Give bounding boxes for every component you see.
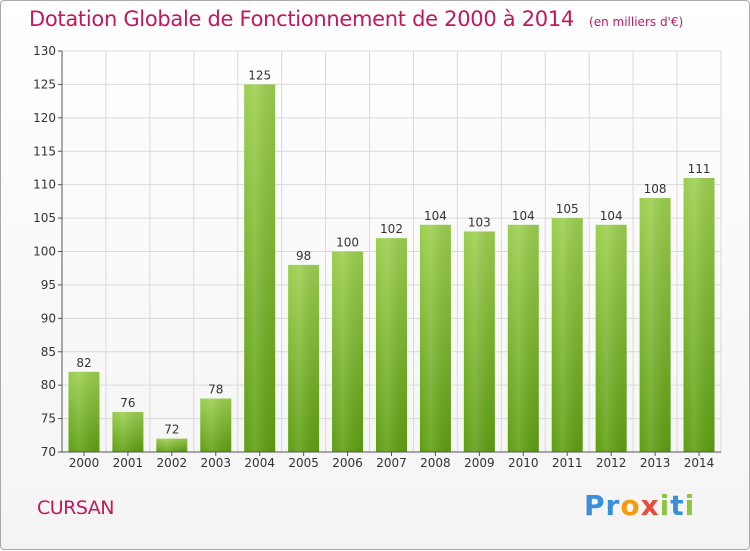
bar-sheen — [595, 224, 627, 452]
x-tick-label: 2010 — [508, 456, 539, 470]
bar-value-label: 76 — [120, 396, 135, 410]
proxiti-logo-letter: i — [684, 489, 696, 522]
bar-sheen — [332, 251, 364, 452]
y-tick-label: 105 — [33, 211, 56, 225]
x-tick-label: 2007 — [376, 456, 407, 470]
bar-value-label: 72 — [164, 423, 179, 437]
x-tick-label: 2002 — [157, 456, 188, 470]
bar-sheen — [244, 84, 276, 453]
bar-sheen — [419, 224, 451, 452]
y-tick-label: 115 — [33, 144, 56, 158]
label-layer: 82 76 72 78 125 98 100 102 104 103 104 105 104 108 111 — [76, 68, 710, 436]
bar-value-label: 100 — [336, 236, 359, 250]
x-tick-label: 2012 — [596, 456, 627, 470]
bar-value-label: 78 — [208, 383, 223, 397]
y-tick-label: 120 — [33, 111, 56, 125]
y-tick-label: 100 — [33, 245, 56, 259]
y-tick-label: 130 — [33, 44, 56, 58]
bar-value-label: 82 — [76, 356, 91, 370]
y-tick-label: 90 — [41, 311, 56, 325]
x-tick-label: 2004 — [244, 456, 275, 470]
proxiti-logo: Proxiti — [584, 489, 695, 522]
bar-value-label: 102 — [380, 222, 403, 236]
bar-sheen — [156, 438, 188, 452]
proxiti-logo-letter: t — [670, 489, 685, 522]
chart-unit: (en milliers d'€) — [589, 15, 684, 29]
commune-name: CURSAN — [37, 497, 115, 519]
bar-sheen — [551, 218, 583, 452]
y-tick-label: 85 — [41, 345, 56, 359]
x-tick-label: 2009 — [464, 456, 495, 470]
bar-sheen — [68, 371, 100, 452]
x-tick-label: 2014 — [684, 456, 715, 470]
bar-sheen — [463, 231, 495, 452]
bar-value-label: 103 — [468, 215, 491, 229]
x-tick-label: 2003 — [200, 456, 231, 470]
y-tick-label: 80 — [41, 378, 56, 392]
proxiti-logo-letter: i — [659, 489, 671, 522]
bar-value-label: 98 — [296, 249, 311, 263]
bar-sheen — [112, 411, 144, 452]
chart-title-block: Dotation Globale de Fonctionnement de 20… — [29, 7, 683, 31]
proxiti-logo-letter: r — [605, 489, 621, 522]
bar-value-label: 104 — [424, 209, 447, 223]
x-tick-label: 2008 — [420, 456, 451, 470]
bar-sheen — [288, 264, 320, 452]
x-tick-label: 2011 — [552, 456, 583, 470]
y-tick-label: 95 — [41, 278, 56, 292]
bar-value-label: 104 — [512, 209, 535, 223]
bar-value-label: 125 — [248, 68, 271, 82]
bar-layer — [68, 84, 715, 453]
bar-value-label: 105 — [556, 202, 579, 216]
x-tick-label: 2001 — [113, 456, 144, 470]
bar-value-label: 111 — [688, 162, 711, 176]
x-tick-label: 2000 — [69, 456, 100, 470]
axis-layer: 70 75 80 85 90 95 100 105 110 115 120 125 130 2000 200… — [33, 44, 721, 470]
bar-sheen — [683, 177, 715, 452]
x-tick-label: 2013 — [640, 456, 671, 470]
bar-value-label: 104 — [600, 209, 623, 223]
proxiti-logo-letter: o — [620, 489, 641, 522]
x-tick-label: 2006 — [332, 456, 363, 470]
y-tick-label: 75 — [41, 412, 56, 426]
y-tick-label: 125 — [33, 77, 56, 91]
bar-sheen — [639, 198, 671, 452]
proxiti-logo-letter: P — [584, 489, 606, 522]
bar-value-label: 108 — [644, 182, 667, 196]
y-tick-label: 110 — [33, 178, 56, 192]
bar-sheen — [507, 224, 539, 452]
proxiti-logo-letter: x — [640, 489, 660, 522]
bar-sheen — [376, 238, 407, 452]
bar-sheen — [200, 398, 232, 452]
x-tick-label: 2005 — [288, 456, 319, 470]
y-tick-label: 70 — [41, 445, 56, 459]
chart-title: Dotation Globale de Fonctionnement de 20… — [29, 7, 574, 31]
